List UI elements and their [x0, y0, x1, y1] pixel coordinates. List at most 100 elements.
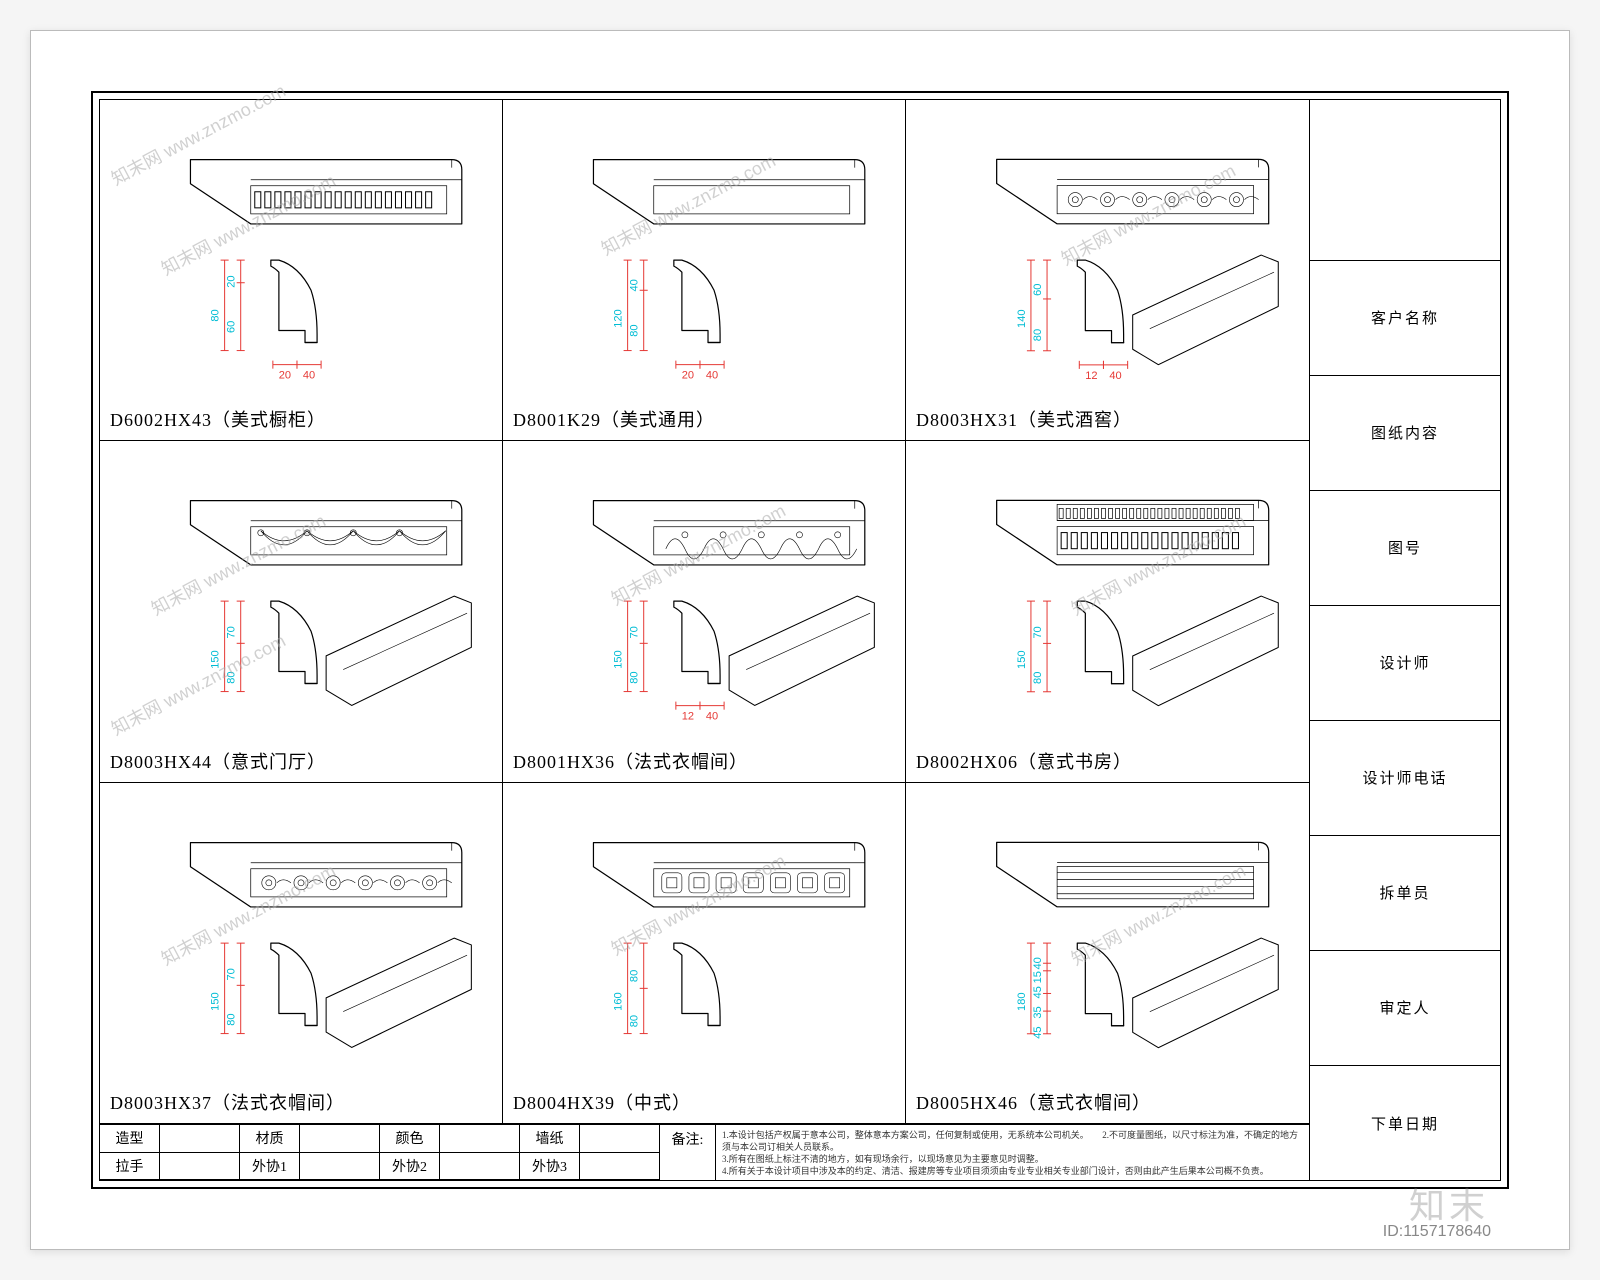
svg-text:35: 35 [1032, 1006, 1044, 1018]
svg-text:60: 60 [226, 321, 238, 333]
bottom-strip: 造型 材质 颜色 墙纸拉手 外协1 外协2 外协3 备注: 1.本设计包括产权属于意本公司，… [100, 1124, 1309, 1180]
cell-grid: 20 60 80 20 40 D6002HX43（美式橱柜） [100, 100, 1309, 1124]
svg-text:40: 40 [706, 711, 718, 723]
bottom-right: 备注: 1.本设计包括产权属于意本公司，整体意本方案公司，任何复制或使用，无系统… [660, 1125, 1309, 1180]
svg-text:80: 80 [629, 969, 641, 981]
titleblock-row: 设计师 [1310, 606, 1500, 721]
cell-D8001K29: 4080 120 20 40 D8001K29（美式通用） [503, 100, 906, 441]
svg-text:12: 12 [1085, 370, 1097, 382]
remark-line: 1.本设计包括产权属于意本公司，整体意本方案公司，任何复制或使用，无系统本公司机… [722, 1129, 1303, 1153]
bottom-label: 外协1 [240, 1153, 300, 1181]
cell-drawing: 20 60 80 20 40 [100, 100, 502, 440]
cell-label: D8005HX46（意式衣帽间） [916, 1089, 1151, 1115]
svg-text:80: 80 [1032, 672, 1044, 684]
svg-text:20: 20 [682, 370, 694, 382]
cell-D8003HX44: 70 80 150 D8003HX44（意式门厅） [100, 441, 503, 782]
bottom-label: 拉手 [100, 1153, 160, 1181]
titleblock-row: 拆单员 [1310, 836, 1500, 951]
svg-text:150: 150 [210, 992, 222, 1010]
cell-D8005HX46: 40 15 45 35 45 180 D8005HX46（意式衣帽间） [906, 783, 1309, 1124]
svg-text:40: 40 [303, 370, 315, 382]
titleblock-row: 下单日期 [1310, 1066, 1500, 1180]
svg-text:20: 20 [279, 370, 291, 382]
cell-D8003HX31: 60 80 140 12 40 D8003HX31（美式酒窖） [906, 100, 1309, 441]
svg-text:70: 70 [226, 627, 238, 639]
svg-text:60: 60 [1032, 284, 1044, 296]
cell-D8003HX37: 70 80 150 D8003HX37（法式衣帽间） [100, 783, 503, 1124]
cell-label: D8004HX39（中式） [513, 1089, 691, 1115]
svg-text:45: 45 [1032, 1026, 1044, 1038]
cell-label: D8003HX31（美式酒窖） [916, 406, 1132, 432]
bottom-value [440, 1125, 520, 1153]
titleblock-row: 设计师电话 [1310, 721, 1500, 836]
svg-text:80: 80 [210, 309, 222, 321]
svg-text:70: 70 [629, 627, 641, 639]
svg-text:160: 160 [613, 992, 625, 1010]
title-block: 客户名称图纸内容图号设计师设计师电话拆单员审定人下单日期 [1310, 100, 1500, 1180]
bottom-label: 外协2 [380, 1153, 440, 1181]
cell-D8004HX39: 80 80 160 D8004HX39（中式） [503, 783, 906, 1124]
frame-inner: 20 60 80 20 40 D6002HX43（美式橱柜） [99, 99, 1501, 1181]
remark-line: 3.所有在图纸上标注不清的地方，如有现场余行，以现场意见为主要意见时调整。 [722, 1153, 1303, 1165]
svg-text:150: 150 [613, 651, 625, 669]
cell-drawing: 70 80 150 [906, 441, 1309, 781]
cell-label: D8001K29（美式通用） [513, 406, 715, 432]
cell-drawing: 80 80 160 [503, 783, 905, 1123]
bottom-value [160, 1125, 240, 1153]
svg-text:80: 80 [226, 1013, 238, 1025]
cell-D6002HX43: 20 60 80 20 40 D6002HX43（美式橱柜） [100, 100, 503, 441]
bottom-value [580, 1153, 660, 1181]
drawing-sheet: 20 60 80 20 40 D6002HX43（美式橱柜） [30, 30, 1570, 1250]
cell-drawing: 60 80 140 12 40 [906, 100, 1309, 440]
cell-drawing: 70 80 150 12 40 [503, 441, 905, 781]
cell-drawing: 4080 120 20 40 [503, 100, 905, 440]
svg-text:40: 40 [706, 370, 718, 382]
svg-text:80: 80 [629, 324, 641, 336]
remark-line: 4.所有关于本设计项目中涉及本的约定、清洁、报建房等专业项目须须由专业专业相关专… [722, 1165, 1303, 1177]
image-id: ID:1157178640 [1383, 1223, 1491, 1241]
cell-drawing: 70 80 150 [100, 441, 502, 781]
svg-text:15: 15 [1032, 971, 1044, 983]
svg-text:70: 70 [1032, 627, 1044, 639]
svg-text:150: 150 [1016, 651, 1028, 669]
svg-text:180: 180 [1016, 992, 1028, 1010]
cell-drawing: 70 80 150 [100, 783, 502, 1123]
bottom-label: 造型 [100, 1125, 160, 1153]
svg-text:80: 80 [629, 672, 641, 684]
svg-text:80: 80 [629, 1015, 641, 1027]
bottom-value [580, 1125, 660, 1153]
cell-drawing: 40 15 45 35 45 180 [906, 783, 1309, 1123]
svg-text:40: 40 [1109, 370, 1121, 382]
bottom-label: 材质 [240, 1125, 300, 1153]
title-logo-area [1310, 100, 1500, 261]
titleblock-row: 审定人 [1310, 951, 1500, 1066]
cell-D8001HX36: 70 80 150 12 40 D8001HX36（法式衣帽间） [503, 441, 906, 782]
svg-text:12: 12 [682, 711, 694, 723]
cell-label: D8001HX36（法式衣帽间） [513, 748, 748, 774]
cell-D8002HX06: 70 80 150 D8002HX06（意式书房） [906, 441, 1309, 782]
svg-text:80: 80 [1032, 329, 1044, 341]
remark-label: 备注: [660, 1125, 716, 1180]
bottom-label: 墙纸 [520, 1125, 580, 1153]
bottom-value [300, 1153, 380, 1181]
bottom-left-grid: 造型 材质 颜色 墙纸拉手 外协1 外协2 外协3 [100, 1125, 660, 1180]
bottom-value [300, 1125, 380, 1153]
svg-text:140: 140 [1016, 309, 1028, 327]
titleblock-row: 客户名称 [1310, 261, 1500, 376]
svg-text:80: 80 [226, 672, 238, 684]
svg-text:150: 150 [210, 651, 222, 669]
cell-label: D6002HX43（美式橱柜） [110, 406, 326, 432]
svg-text:40: 40 [1032, 957, 1044, 969]
bottom-label: 颜色 [380, 1125, 440, 1153]
main-area: 20 60 80 20 40 D6002HX43（美式橱柜） [100, 100, 1310, 1180]
svg-text:40: 40 [629, 279, 641, 291]
titleblock-row: 图纸内容 [1310, 376, 1500, 491]
cell-label: D8003HX44（意式门厅） [110, 748, 326, 774]
cell-label: D8003HX37（法式衣帽间） [110, 1089, 345, 1115]
svg-text:45: 45 [1032, 986, 1044, 998]
bottom-label: 外协3 [520, 1153, 580, 1181]
svg-text:20: 20 [226, 275, 238, 287]
svg-text:70: 70 [226, 968, 238, 980]
bottom-value [440, 1153, 520, 1181]
cell-label: D8002HX06（意式书房） [916, 748, 1132, 774]
